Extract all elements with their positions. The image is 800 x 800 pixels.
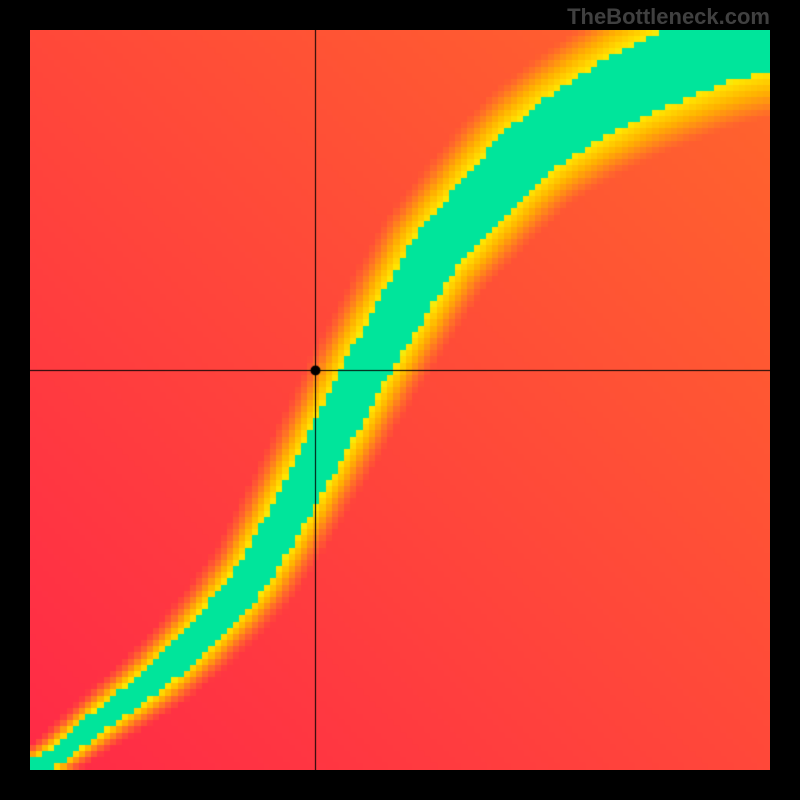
heatmap-canvas — [30, 30, 770, 770]
heatmap-plot — [30, 30, 770, 770]
chart-frame: TheBottleneck.com — [0, 0, 800, 800]
watermark-text: TheBottleneck.com — [567, 4, 770, 30]
